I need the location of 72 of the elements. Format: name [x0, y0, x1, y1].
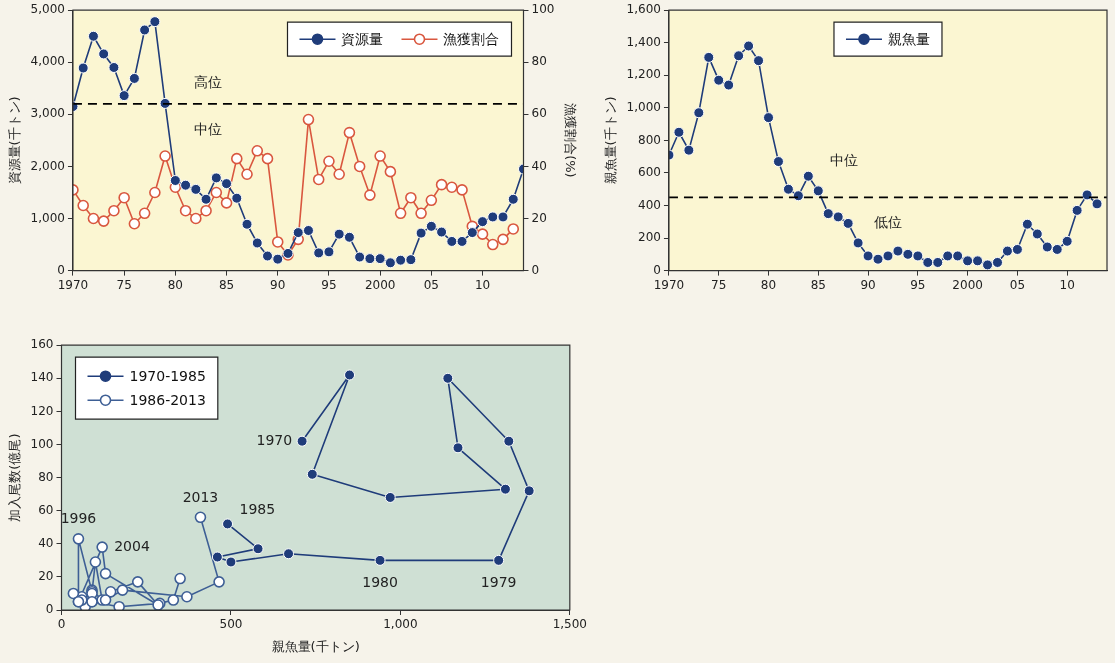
x-tick-label: 85 — [218, 277, 235, 292]
x-tick-label: 1970 — [57, 277, 89, 292]
annotation: 1980 — [362, 573, 398, 590]
x-tick-label: 85 — [810, 277, 826, 292]
y-tick-label: 400 — [638, 197, 661, 212]
y-tick-label: 0 — [653, 262, 661, 277]
annotation: 中位 — [194, 120, 223, 137]
y-tick-label: 0 — [57, 262, 65, 277]
y-axis-title: 加入尾数(億尾) — [7, 433, 23, 522]
y-tick-label: 3,000 — [30, 106, 65, 121]
y2-tick-label: 40 — [531, 158, 547, 173]
annotation: 中位 — [830, 151, 859, 168]
y-tick-label: 40 — [38, 535, 54, 550]
y-tick-label: 200 — [638, 230, 661, 245]
annotation: 2013 — [182, 488, 219, 505]
x-tick-label: 90 — [860, 277, 876, 292]
annotation: 1970 — [256, 431, 293, 448]
x-tick-label: 10 — [474, 277, 491, 292]
x-tick-label: 80 — [760, 277, 777, 292]
y-tick-label: 1,000 — [626, 99, 661, 114]
y-tick-label: 80 — [38, 469, 54, 484]
y-tick-label: 4,000 — [30, 54, 65, 69]
y-tick-label: 140 — [30, 370, 54, 385]
x-tick-label: 1,000 — [383, 617, 418, 632]
annotation: 2004 — [114, 537, 150, 554]
y2-tick-label: 20 — [531, 210, 547, 225]
y2-tick-label: 0 — [531, 262, 540, 277]
y-tick-label: 100 — [30, 436, 54, 451]
y2-tick-label: 60 — [531, 106, 547, 121]
annotation: 1996 — [60, 510, 97, 527]
legend-label: 親魚量 — [887, 30, 930, 47]
x-axis-title: 親魚量(千トン) — [271, 638, 360, 654]
legend-label: 漁獲割合 — [443, 30, 500, 47]
x-tick-label: 95 — [910, 277, 926, 292]
x-tick-label: 2000 — [364, 277, 396, 292]
y-tick-label: 1,000 — [30, 210, 65, 225]
y-tick-label: 60 — [38, 502, 54, 517]
x-tick-label: 90 — [270, 277, 286, 292]
x-tick-label: 2000 — [952, 277, 983, 292]
y2-axis-title: 漁獲割合(%) — [562, 103, 578, 178]
annotation: 1979 — [480, 573, 517, 590]
annotation: 低位 — [873, 214, 902, 231]
x-tick-label: 1,500 — [552, 617, 587, 632]
y-axis-title: 資源量(千トン) — [7, 96, 23, 185]
x-tick-label: 95 — [321, 277, 337, 292]
y2-tick-label: 100 — [531, 2, 555, 17]
legend-label: 1986-2013 — [129, 391, 206, 408]
y-tick-label: 160 — [30, 337, 54, 352]
annotation: 1985 — [239, 500, 276, 517]
x-tick-label: 75 — [711, 277, 727, 292]
y-axis-title: 親魚量(千トン) — [603, 96, 619, 185]
x-tick-label: 80 — [167, 277, 183, 292]
y-tick-label: 1,600 — [626, 2, 661, 17]
x-tick-label: 05 — [423, 277, 439, 292]
y-tick-label: 5,000 — [30, 2, 65, 17]
y-tick-label: 600 — [638, 165, 661, 180]
x-tick-label: 05 — [1009, 277, 1026, 292]
y-tick-label: 20 — [38, 569, 54, 584]
y-tick-label: 2,000 — [30, 158, 65, 173]
y-tick-label: 0 — [45, 602, 54, 617]
y-tick-label: 800 — [638, 132, 661, 147]
x-tick-label: 10 — [1059, 277, 1075, 292]
y-tick-label: 1,400 — [626, 34, 661, 49]
x-tick-label: 1970 — [653, 277, 685, 292]
y-tick-label: 120 — [30, 403, 54, 418]
legend-label: 資源量 — [341, 30, 384, 47]
x-tick-label: 500 — [219, 617, 243, 632]
y-tick-label: 1,200 — [626, 67, 661, 82]
x-tick-label: 75 — [116, 277, 132, 292]
legend-label: 1970-1985 — [129, 367, 206, 384]
y2-tick-label: 80 — [531, 54, 547, 69]
annotation: 高位 — [194, 73, 223, 90]
